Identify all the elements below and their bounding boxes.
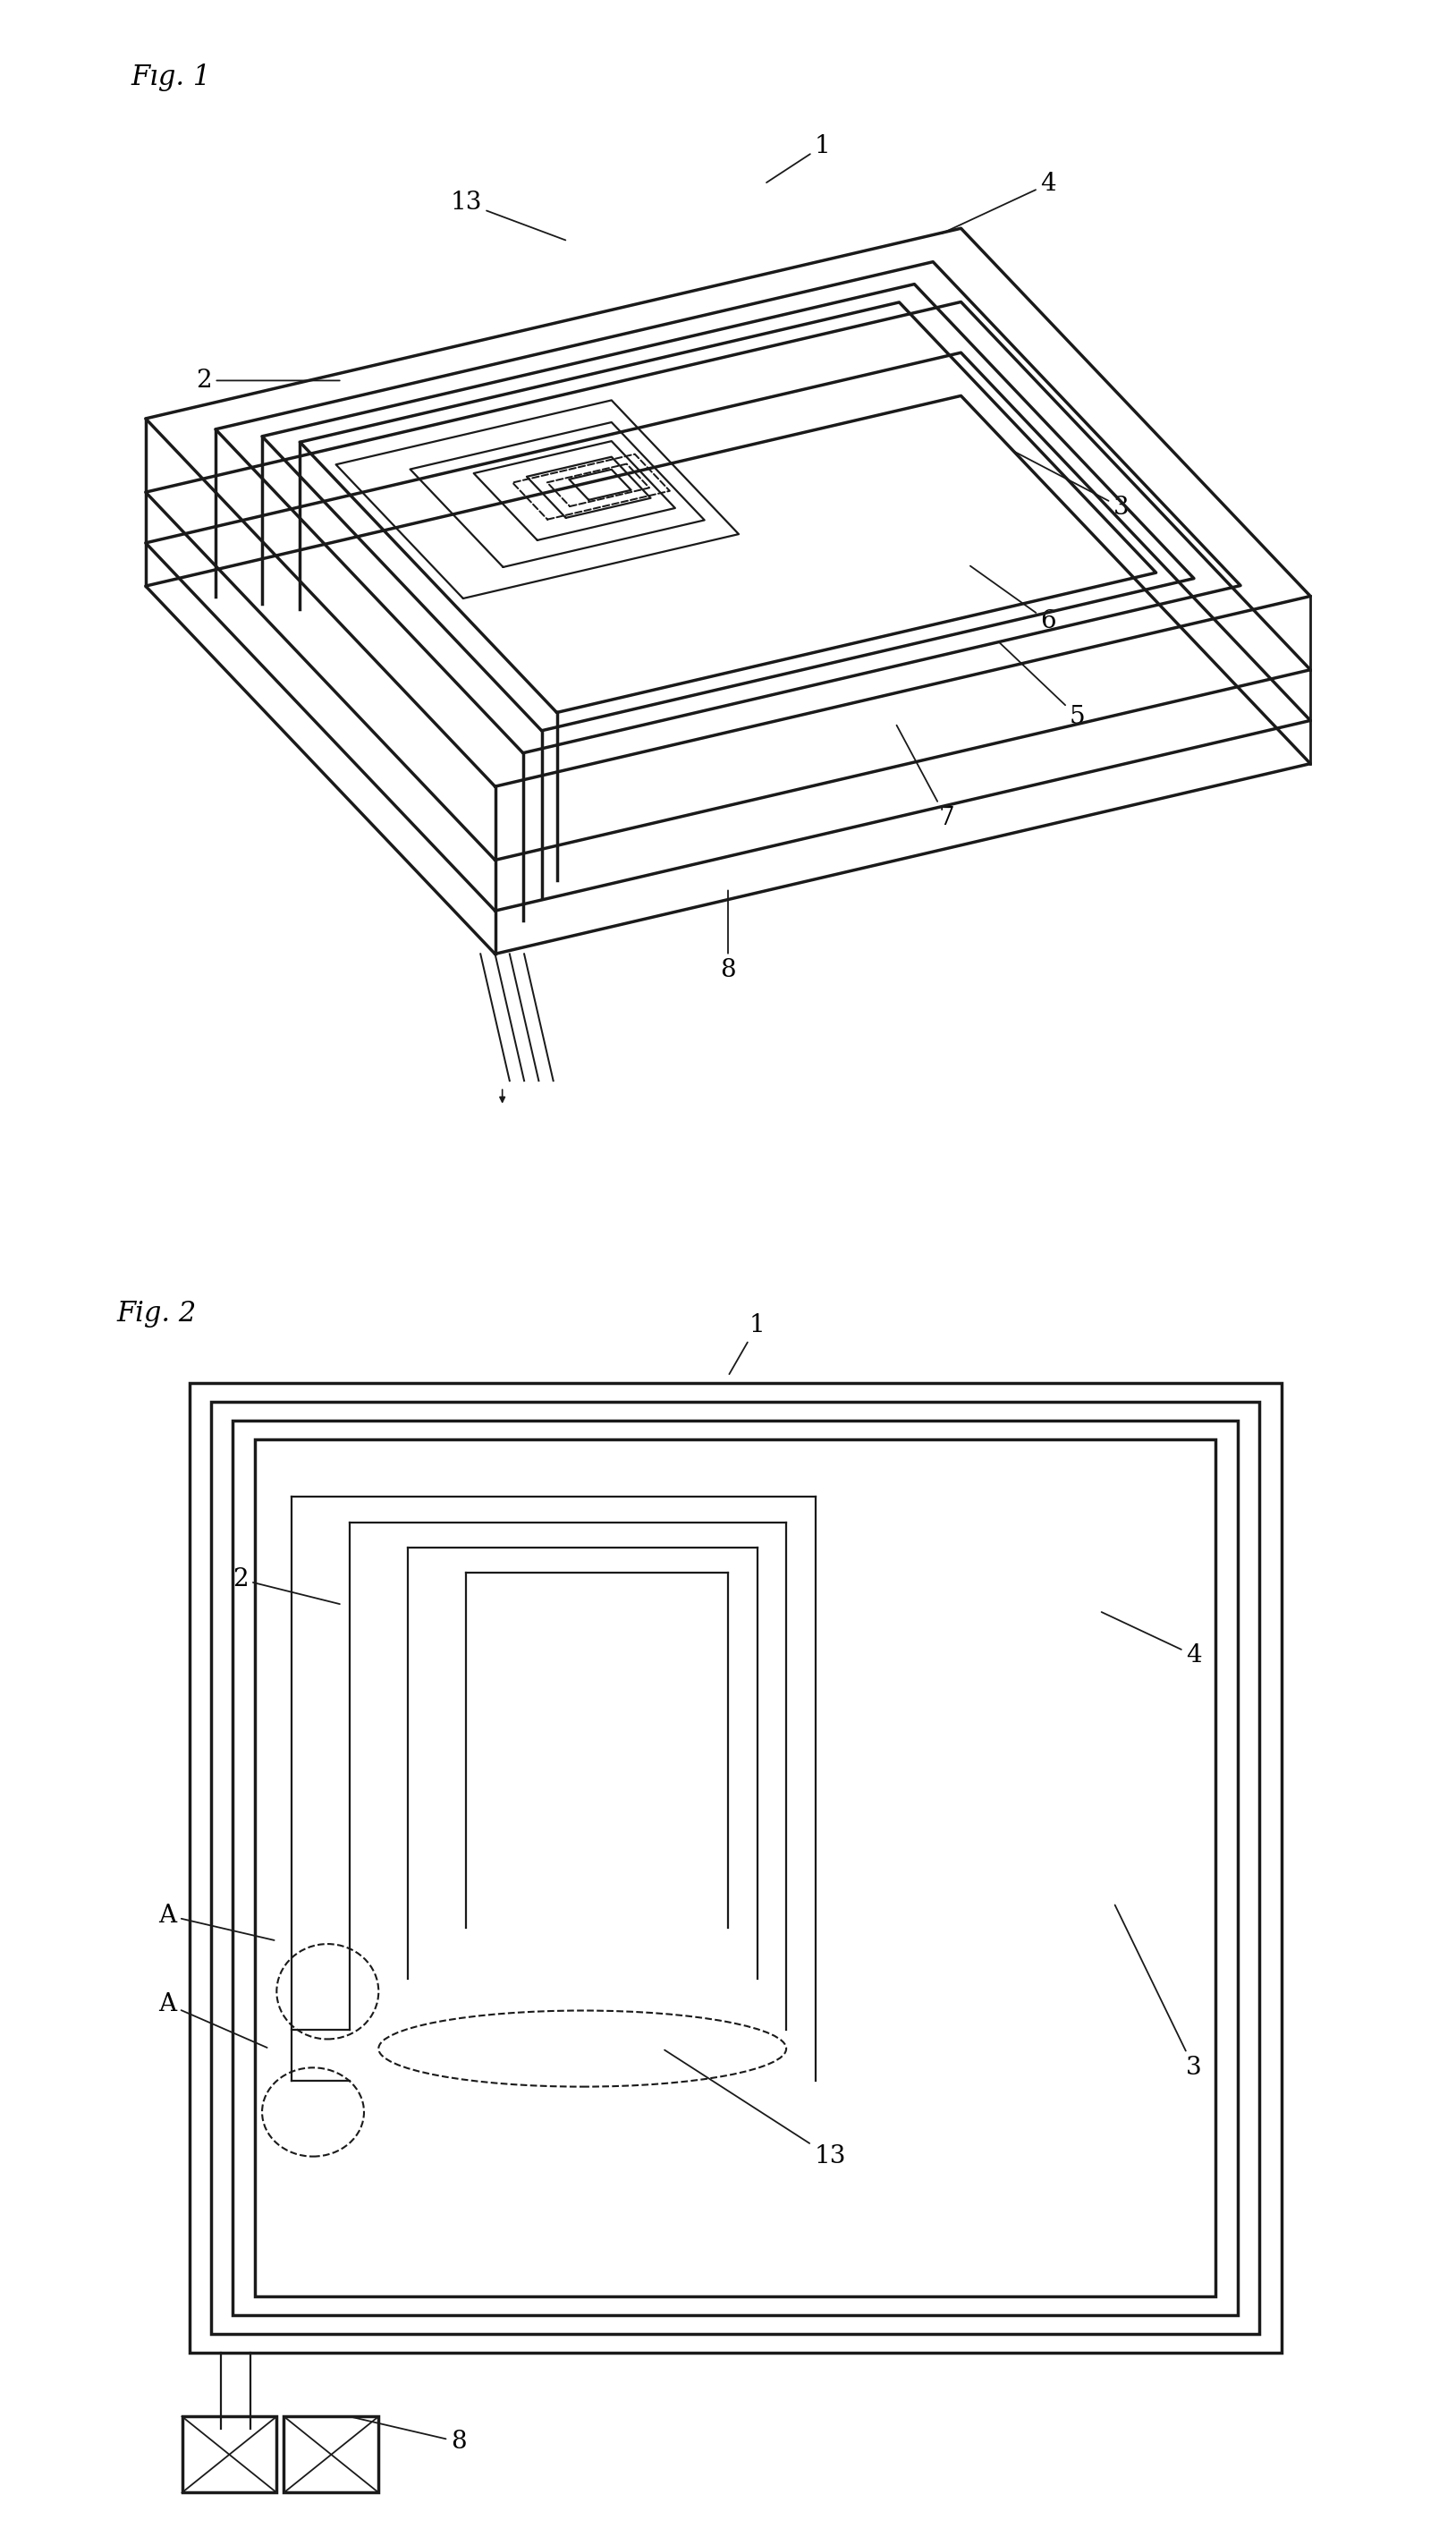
Text: 5: 5 <box>999 642 1085 728</box>
Bar <box>233 1421 1238 2314</box>
Text: A: A <box>159 1903 274 1941</box>
Text: 4: 4 <box>1102 1611 1201 1667</box>
Text: A: A <box>159 1992 266 2047</box>
Text: 13: 13 <box>664 2050 846 2169</box>
Text: 13: 13 <box>450 190 565 241</box>
Text: 7: 7 <box>897 726 954 830</box>
Text: 3: 3 <box>1115 1905 1201 2080</box>
Text: 1: 1 <box>729 1314 764 1375</box>
Text: Fıg. 1: Fıg. 1 <box>131 63 211 91</box>
Bar <box>211 1400 1259 2334</box>
Text: 6: 6 <box>970 566 1056 634</box>
Bar <box>255 1441 1216 2296</box>
Bar <box>284 2415 379 2491</box>
Text: 8: 8 <box>721 890 735 982</box>
Text: 8: 8 <box>352 2418 466 2453</box>
Bar <box>189 1383 1281 2354</box>
Bar <box>182 2415 277 2491</box>
Text: Fig. 2: Fig. 2 <box>116 1299 197 1327</box>
Text: 4: 4 <box>942 173 1056 233</box>
Text: 2: 2 <box>197 368 339 393</box>
Text: 2: 2 <box>233 1568 339 1603</box>
Text: 3: 3 <box>1015 452 1128 520</box>
Text: 1: 1 <box>766 134 830 183</box>
